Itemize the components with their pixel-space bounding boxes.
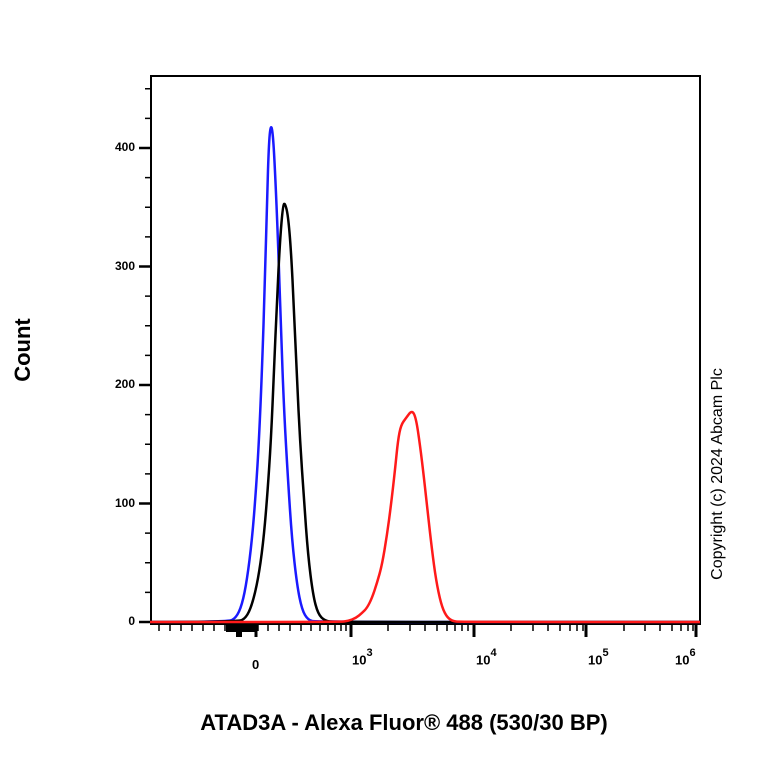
copyright-container: Copyright (c) 2024 Abcam Plc <box>704 318 732 630</box>
x-tick-label: 106 <box>675 647 696 668</box>
copyright-notice: Copyright (c) 2024 Abcam Plc <box>709 368 726 580</box>
plot-border <box>150 75 701 625</box>
y-axis-label-container: Count <box>6 290 40 410</box>
y-axis-ticks <box>139 88 151 624</box>
y-tick-label: 200 <box>114 377 135 391</box>
y-axis-label: Count <box>10 318 35 382</box>
y-tick-label: 400 <box>114 140 135 154</box>
y-tick-label: 300 <box>114 258 135 273</box>
histogram-series-isotype-control <box>149 202 700 624</box>
y-tick-label: 100 <box>114 495 135 510</box>
histogram-curves <box>149 126 700 624</box>
x-tick-label: 104 <box>476 647 497 668</box>
histogram-series-atad3a <box>149 410 700 624</box>
y-tick-label: 0 <box>128 614 135 628</box>
x-tick-label: 103 <box>352 647 373 668</box>
x-axis-ticks <box>158 624 698 637</box>
histogram-series-unlabelled-control <box>149 126 700 624</box>
plot-frame <box>150 75 701 625</box>
x-axis-label: ATAD3A - Alexa Fluor® 488 (530/30 BP) <box>200 710 608 735</box>
x-tick-label: 0 <box>252 657 260 672</box>
x-tick-label: 105 <box>588 647 609 668</box>
